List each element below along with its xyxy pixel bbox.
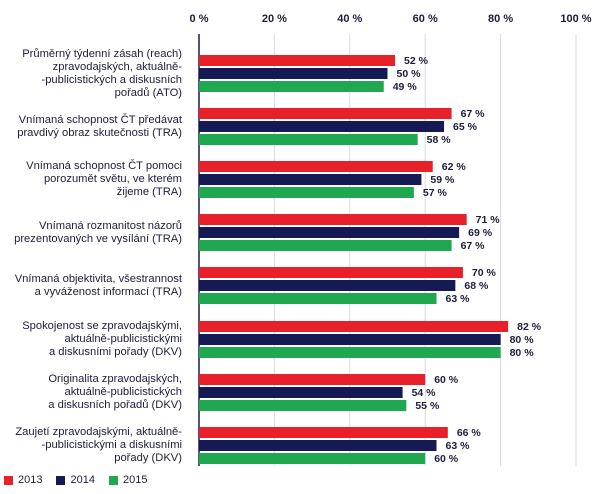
bar-2014 <box>199 280 456 291</box>
category-label: Originalita zpravodajských, aktuálně-publ… <box>0 373 182 412</box>
category-label-line: prezentovaných ve vysílání (TRA) <box>14 232 182 245</box>
bar-2015 <box>199 187 414 198</box>
data-label: 80 % <box>510 347 535 359</box>
legend-swatch <box>108 475 118 485</box>
category-label-line: žijeme (TRA) <box>116 186 182 198</box>
data-label: 80 % <box>510 334 535 346</box>
data-label: 82 % <box>517 321 542 333</box>
x-tick-label: 60 % <box>413 13 438 25</box>
bar-2014 <box>199 334 501 345</box>
bar-2015 <box>199 134 418 145</box>
data-label: 54 % <box>412 387 437 399</box>
data-label: 67 % <box>461 108 486 120</box>
bar-2015 <box>199 453 426 464</box>
bar-2015 <box>199 347 501 358</box>
category-label: Spokojenost se zpravodajskými, aktuálně-p… <box>0 320 182 359</box>
x-tick-label: 80 % <box>488 13 513 25</box>
data-label: 66 % <box>457 427 482 439</box>
bar-2014 <box>199 68 388 79</box>
category-label: Vnímaná rozmanitost názorů prezentovaných… <box>0 220 182 246</box>
category-label-line: pravdivý obraz skutečnosti (TRA) <box>17 126 182 139</box>
category-label-line: Průměrný týdenní zásah (reach) <box>22 47 182 60</box>
x-tick-label: 0 % <box>190 13 209 25</box>
x-tick-label: 100 % <box>560 13 591 25</box>
category-label-line: porozumět světu, ve kterém <box>43 173 182 185</box>
data-label: 63 % <box>446 440 471 452</box>
category-label-line: -publicistickými a diskusními <box>41 439 183 451</box>
x-tick-label: 20 % <box>262 13 287 25</box>
data-label: 60 % <box>434 374 459 386</box>
category-label-line: pořadů (ATO) <box>114 86 182 99</box>
bar-2013 <box>199 214 467 225</box>
data-label: 57 % <box>423 187 448 199</box>
bar-2013 <box>199 374 426 385</box>
data-label: 55 % <box>415 400 440 412</box>
category-label-line: Vnímaná objektivita, všestrannost <box>14 272 182 285</box>
data-label: 65 % <box>453 121 478 133</box>
bar-2014 <box>199 121 445 132</box>
legend-item: 2014 <box>56 474 95 486</box>
bar-2014 <box>199 440 437 451</box>
data-label: 59 % <box>430 174 455 186</box>
category-label: Vnímaná objektivita, všestrannost a vyváž… <box>0 273 182 299</box>
bar-2013 <box>199 161 433 172</box>
data-label: 58 % <box>427 134 452 146</box>
category-label: Průměrný týdenní zásah (reach) zpravodajs… <box>0 48 182 100</box>
category-label-line: -publicistických a diskusních <box>41 73 182 86</box>
bar-2014 <box>199 387 403 398</box>
legend: 2013 2014 2015 <box>4 474 147 486</box>
legend-label: 2015 <box>122 474 148 486</box>
data-label: 71 % <box>476 214 501 226</box>
data-label: 60 % <box>434 453 459 465</box>
x-tick-label: 40 % <box>337 13 362 25</box>
bar-2013 <box>199 267 463 278</box>
data-label: 49 % <box>393 81 418 93</box>
data-label: 52 % <box>404 55 429 67</box>
data-label: 67 % <box>461 240 486 252</box>
category-label-line: aktuálně-publicistických <box>64 386 182 398</box>
data-label: 69 % <box>468 227 493 239</box>
bar-2015 <box>199 81 384 92</box>
category-label-line: a diskusních pořadů (DKV) <box>48 399 182 411</box>
legend-label: 2013 <box>18 474 43 486</box>
legend-swatch <box>56 475 66 485</box>
category-label: Vnímaná schopnost ČT předávat pravdivý ob… <box>0 114 182 140</box>
data-label: 63 % <box>446 293 471 305</box>
bar-2013 <box>199 55 396 66</box>
category-label: Zaujetí zpravodajskými, aktuálně- -public… <box>0 426 182 465</box>
category-label-line: Vnímaná rozmanitost názorů <box>38 219 182 232</box>
bar-2014 <box>199 227 460 238</box>
data-label: 62 % <box>442 161 467 173</box>
legend-item: 2015 <box>108 474 148 486</box>
category-label-line: Spokojenost se zpravodajskými, <box>22 320 182 332</box>
bar-2015 <box>199 400 407 411</box>
category-label-line: Originalita zpravodajských, <box>48 373 182 385</box>
bar-2015 <box>199 240 452 251</box>
legend-swatch <box>4 475 13 485</box>
bar-2013 <box>199 427 448 438</box>
legend-item: 2013 <box>4 474 42 486</box>
category-label-line: Zaujetí zpravodajskými, aktuálně- <box>15 426 182 438</box>
data-label: 68 % <box>464 280 489 292</box>
bar-2013 <box>199 108 452 119</box>
category-label-line: zpravodajských, aktuálně- <box>52 60 182 73</box>
bar-2014 <box>199 174 422 185</box>
legend-label: 2014 <box>70 474 95 486</box>
category-label-line: aktuálně-publicistickými <box>64 333 182 345</box>
bar-2015 <box>199 293 437 304</box>
category-label-line: Vnímaná schopnost ČT předávat <box>18 113 182 126</box>
category-label-line: pořady (DKV) <box>114 452 182 464</box>
data-label: 70 % <box>472 267 497 279</box>
category-label-line: a diskusními pořady (DKV) <box>48 346 182 358</box>
category-label-line: Vnímaná schopnost ČT pomoci <box>26 160 182 172</box>
category-label-line: a vyváženost informací (TRA) <box>34 285 182 298</box>
category-label: Vnímaná schopnost ČT pomoci porozumět svě… <box>0 160 182 199</box>
data-label: 50 % <box>397 68 422 80</box>
bar-2013 <box>199 321 509 332</box>
